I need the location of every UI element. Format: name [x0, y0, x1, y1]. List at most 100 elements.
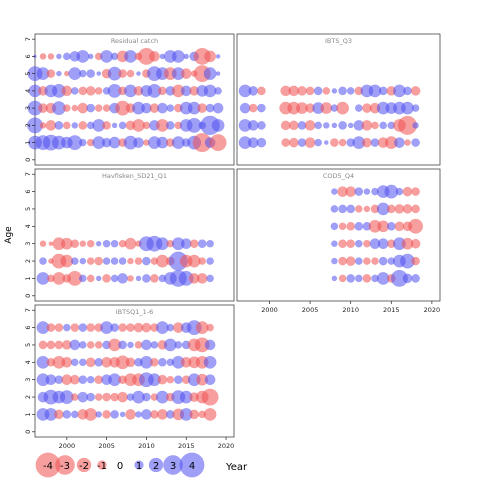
y-tick-label: 4 [24, 224, 32, 228]
residual-bubble [62, 410, 72, 419]
residual-bubble [118, 257, 127, 265]
legend-value-label: -2 [79, 461, 89, 472]
residual-bubble [361, 119, 373, 131]
residual-bubble [338, 204, 347, 214]
x-tick-label: 2010 [342, 306, 359, 314]
residual-bubble [78, 341, 87, 349]
residual-bubble [411, 204, 420, 214]
residual-bubble [297, 86, 307, 96]
residual-bubble [402, 273, 413, 284]
residual-bubble [126, 323, 135, 332]
residual-bubble [330, 138, 339, 147]
residual-bubble [71, 122, 79, 129]
residual-bubble [61, 356, 73, 368]
residual-bubble [124, 237, 137, 250]
residual-bubble [126, 69, 135, 78]
residual-bubble [79, 257, 87, 265]
residual-bubble [338, 239, 347, 249]
residual-bubble [54, 121, 64, 130]
residual-bubble [338, 86, 347, 96]
residual-bubble [322, 122, 330, 129]
residual-bubble [363, 239, 371, 248]
residual-bubble [257, 103, 266, 113]
residual-bubble [166, 104, 175, 112]
residual-bubble [304, 137, 316, 149]
residual-bubble [78, 69, 87, 78]
residual-bubble [94, 341, 103, 349]
residual-bubble [95, 411, 103, 418]
y-tick-label: 7 [24, 37, 32, 41]
residual-bubble [56, 70, 62, 77]
residual-bubble [102, 392, 111, 402]
residual-bubble [140, 408, 152, 420]
y-tick-label: 6 [24, 190, 32, 194]
panel-5: IBTSQ1_1-6 0 1 2 3 4 5 6 7 2000 2005 2010 2015 2020 [24, 304, 235, 450]
residual-bubble [118, 69, 127, 78]
residual-bubble [330, 205, 339, 213]
y-tick-label: 1 [24, 276, 32, 280]
residual-bubble [102, 257, 111, 265]
residual-bubble [142, 121, 151, 130]
y-tick-label: 4 [24, 360, 32, 364]
residual-bubble [70, 410, 79, 419]
residual-bubble [136, 71, 141, 76]
residual-bubble [345, 186, 357, 198]
residual-bubble [39, 240, 47, 248]
residual-bubble [305, 86, 315, 96]
residual-bubble [203, 67, 217, 81]
residual-bubble [102, 274, 111, 283]
residual-bubble [156, 102, 168, 114]
y-tick-label: 0 [24, 430, 32, 434]
y-tick-label: 3 [24, 106, 32, 110]
residual-bubble [346, 204, 356, 214]
residual-bubble [248, 86, 259, 96]
panel-1: Residual catch 0 1 2 3 4 5 6 7 [24, 33, 235, 166]
residual-bubble [69, 374, 80, 385]
residual-bubble [411, 138, 420, 147]
residual-bubble [215, 71, 221, 76]
residual-bubble [354, 187, 364, 196]
residual-bubble [118, 323, 127, 332]
residual-bubble [127, 341, 134, 349]
residual-bubble [204, 50, 217, 63]
residual-bubble [338, 121, 347, 130]
residual-bubble [150, 357, 159, 367]
residual-bubble [78, 375, 88, 385]
residual-bubble [203, 407, 217, 421]
residual-bubble [206, 323, 214, 332]
residual-bubble [70, 358, 79, 367]
residual-bubble [102, 239, 111, 248]
legend-bubble [134, 460, 144, 470]
panel-frame [236, 168, 441, 302]
legend-title: Year [225, 462, 248, 473]
residual-bubble [288, 120, 299, 131]
residual-bubble [45, 374, 57, 386]
residual-bubble [189, 239, 199, 249]
x-tick-label: 2010 [138, 442, 155, 450]
residual-bubble [346, 239, 356, 249]
residual-bubble [197, 103, 208, 113]
residual-bubble [183, 53, 190, 60]
residual-bubble [48, 241, 54, 246]
residual-bubble [322, 87, 331, 95]
residual-bubble [338, 222, 347, 231]
y-tick-label: 7 [24, 172, 32, 176]
legend-bubble [148, 457, 164, 473]
residual-bubble [410, 238, 421, 249]
residual-bubble [324, 140, 329, 145]
residual-bubble [62, 52, 71, 61]
y-tick-label: 7 [24, 308, 32, 312]
residual-bubble [331, 88, 338, 94]
residual-bubble [140, 339, 152, 351]
residual-bubble [110, 239, 119, 248]
residual-bubble [157, 374, 168, 385]
residual-bubble [197, 239, 207, 249]
panel-title: Residual catch [111, 37, 158, 45]
residual-bubble [347, 122, 354, 129]
residual-bubble [411, 187, 420, 196]
residual-bubble [346, 87, 355, 95]
residual-bubble [288, 137, 299, 148]
residual-bubble [363, 257, 371, 265]
residual-bubble [111, 122, 118, 129]
residual-bubble [94, 104, 103, 112]
